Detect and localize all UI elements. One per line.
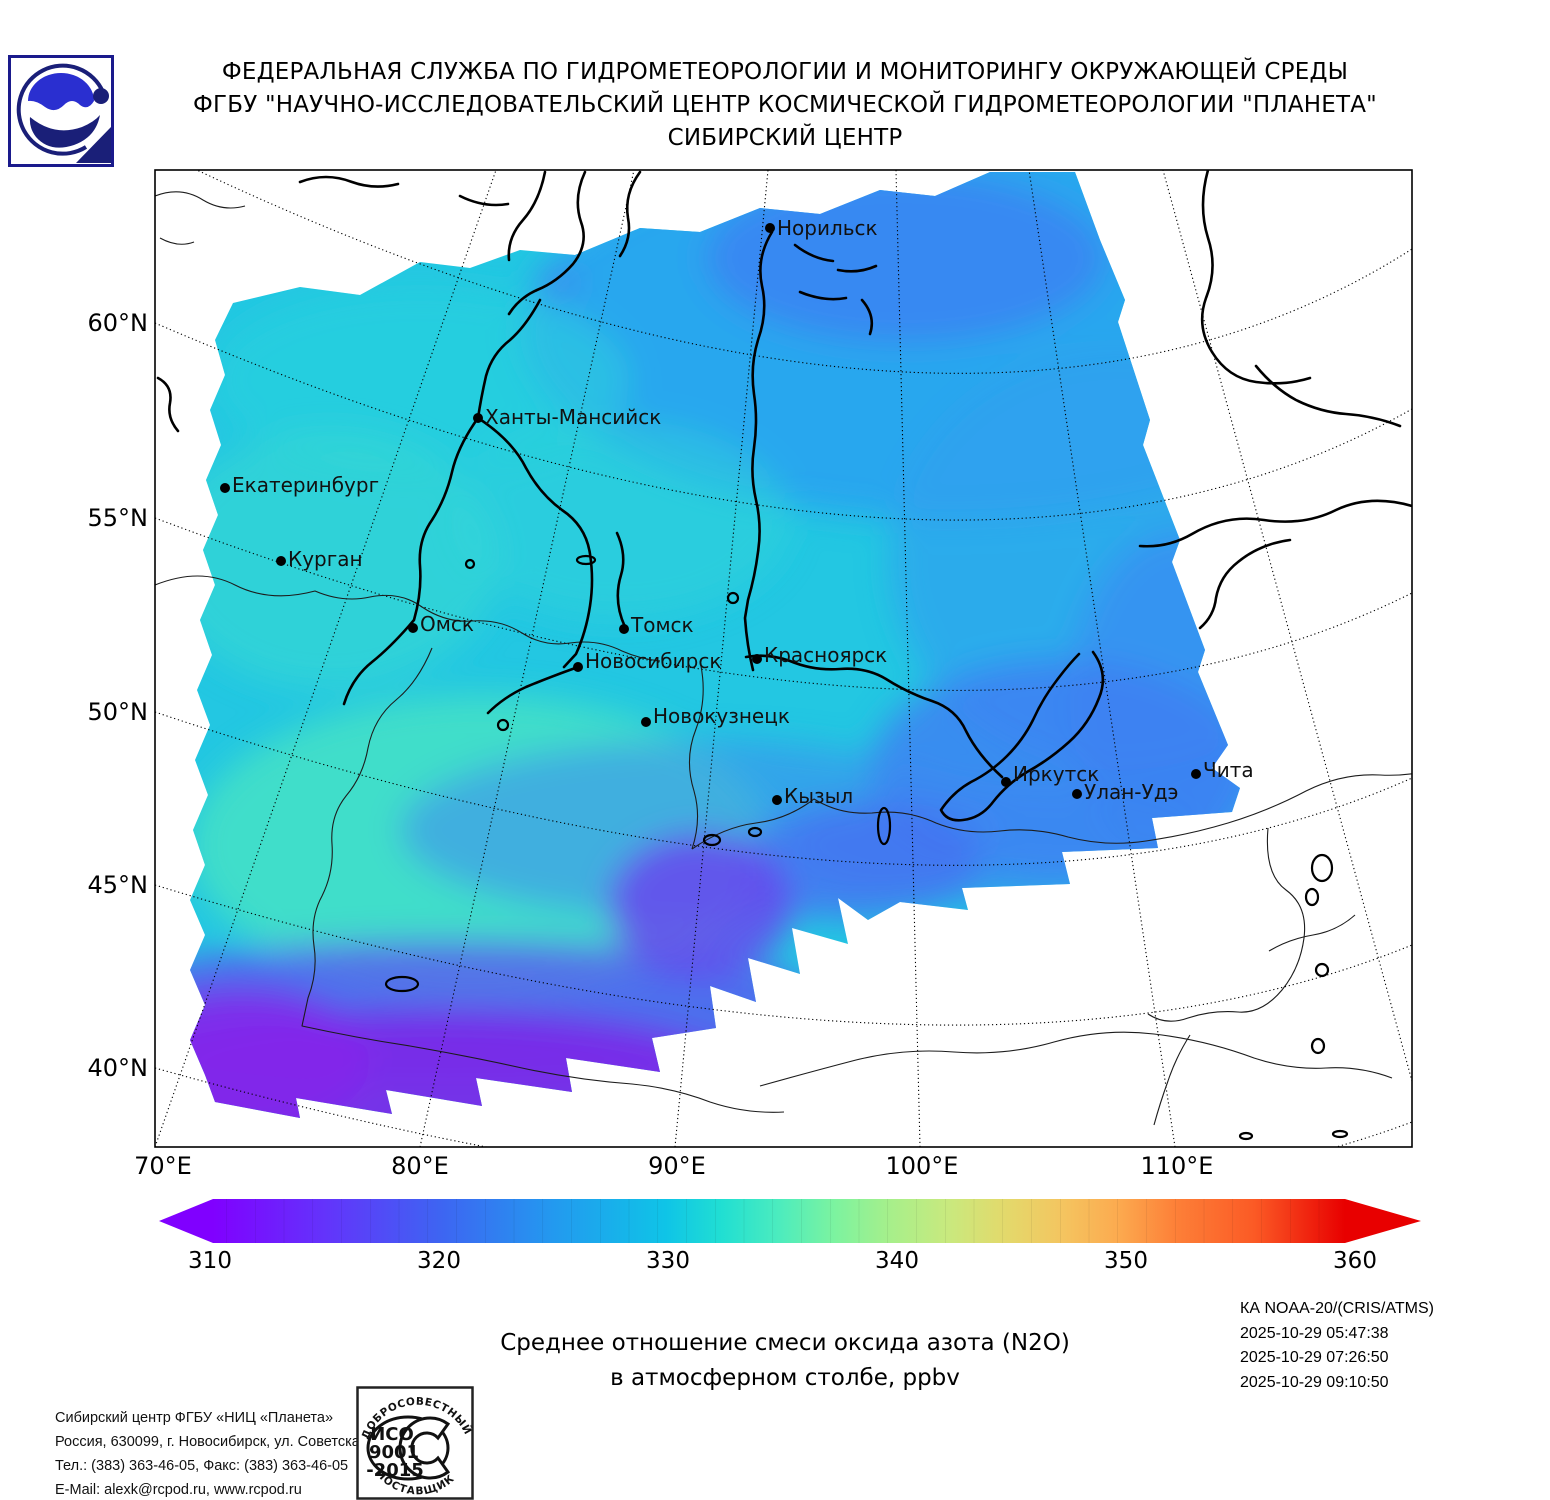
small-lakes (384, 554, 1349, 1141)
header-line2: ФГБУ "НАУЧНО-ИССЛЕДОВАТЕЛЬСКИЙ ЦЕНТР КОС… (193, 92, 1377, 118)
satellite-dot-icon (93, 88, 109, 104)
cb-tick-310: 310 (188, 1248, 232, 1274)
caption-line1: Среднее отношение смеси оксида азота (N2… (500, 1330, 1070, 1356)
city-dot (1072, 789, 1082, 799)
city-markers: Норильск Ханты-Мансийск Екатеринбург Кур… (220, 216, 1254, 808)
city-label: Томск (630, 613, 694, 637)
colorbar-segments (213, 1199, 1345, 1243)
n2o-map: Норильск Ханты-Мансийск Екатеринбург Кур… (154, 169, 1413, 1148)
earth-blob-icon (28, 73, 94, 111)
iso-line3: -2015 (366, 1460, 424, 1481)
satellite-pass-2: 2025-10-29 07:26:50 (1240, 1349, 1389, 1366)
city-dot (276, 556, 286, 566)
city-label: Чита (1203, 758, 1254, 782)
footer-phone: Тел.: (383) 363-46-05, Факс: (383) 363-4… (55, 1458, 349, 1474)
satellite-pass-3: 2025-10-29 09:10:50 (1240, 1373, 1389, 1391)
iso-ellipse (366, 1415, 450, 1481)
city-dot (408, 623, 418, 633)
graticule (155, 170, 1412, 1147)
colorbar-left-arrow (159, 1199, 213, 1243)
city-label: Норильск (777, 216, 878, 240)
city-dot (772, 795, 782, 805)
city-label: Кызыл (784, 784, 853, 808)
lake-baikal (939, 650, 1105, 822)
city-dot (220, 483, 230, 493)
rivers (156, 170, 1412, 822)
city-label: Красноярск (764, 643, 887, 667)
cb-tick-340: 340 (875, 1248, 919, 1274)
city-dot (752, 654, 762, 664)
city-dot (641, 717, 651, 727)
city-dot (573, 662, 583, 672)
cb-tick-350: 350 (1104, 1248, 1148, 1274)
satellite-platform: КА NOAA-20/(CRIS/ATMS) (1240, 1300, 1434, 1317)
footer-org: Сибирский центр ФГБУ «НИЦ «Планета» (55, 1410, 334, 1426)
iso-line1: ИСО (370, 1424, 414, 1445)
city-dot (473, 413, 483, 423)
colorbar (159, 1199, 1421, 1243)
city-label: Улан-Удэ (1084, 780, 1179, 804)
city-label: Курган (288, 547, 363, 571)
lat-label-50n: 50°N (87, 698, 149, 726)
lat-label-45n: 45°N (87, 871, 149, 899)
orbit-arc-icon (16, 63, 105, 156)
satellite-pass-1: 2025-10-29 05:47:38 (1240, 1324, 1389, 1342)
lon-label-80e: 80°E (391, 1152, 449, 1180)
planeta-logo (8, 55, 114, 167)
header-line1: ФЕДЕРАЛЬНАЯ СЛУЖБА ПО ГИДРОМЕТЕОРОЛОГИИ … (221, 59, 1349, 85)
corner-triangle-icon (76, 127, 111, 163)
city-dot (619, 624, 629, 634)
lat-label-40n: 40°N (87, 1054, 149, 1082)
lon-label-90e: 90°E (648, 1152, 706, 1180)
iso-badge: ИСО 9001 -2015 ДОБРОСОВЕСТНЫЙ ПОСТАВЩИК (356, 1386, 474, 1500)
iso-line2: 9001 (369, 1442, 419, 1463)
earth-shadow-icon (29, 115, 100, 148)
product-caption: Среднее отношение смеси оксида азота (N2… (160, 1326, 1410, 1396)
colorbar-right-arrow (1345, 1199, 1421, 1243)
cb-tick-360: 360 (1333, 1248, 1377, 1274)
header-line3: СИБИРСКИЙ ЦЕНТР (667, 125, 903, 151)
cb-tick-320: 320 (417, 1248, 461, 1274)
footer-contacts: Сибирский центр ФГБУ «НИЦ «Планета» Росс… (55, 1406, 392, 1500)
city-label: Новосибирск (585, 649, 721, 673)
city-dot (765, 223, 775, 233)
lat-label-60n: 60°N (87, 309, 149, 337)
country-borders (155, 191, 1412, 1126)
footer-address: Россия, 630099, г. Новосибирск, ул. Сове… (55, 1434, 392, 1450)
city-label: Екатеринбург (232, 473, 379, 497)
city-dot (1001, 777, 1011, 787)
city-label: Ханты-Мансийск (485, 405, 661, 429)
satellite-info: КА NOAA-20/(CRIS/ATMS) 2025-10-29 05:47:… (1240, 1297, 1434, 1395)
city-label: Иркутск (1013, 762, 1099, 786)
city-label: Омск (420, 612, 474, 636)
cb-tick-330: 330 (646, 1248, 690, 1274)
iso-c-mark (398, 1416, 451, 1480)
map-frame (154, 169, 1413, 1148)
lon-label-100e: 100°E (885, 1152, 959, 1180)
caption-line2: в атмосферном столбе, ppbv (610, 1365, 960, 1391)
footer-email: E-Mail: alexk@rcpod.ru, www.rcpod.ru (55, 1482, 302, 1498)
lat-label-55n: 55°N (87, 504, 149, 532)
lon-label-110e: 110°E (1140, 1152, 1214, 1180)
header-title: ФЕДЕРАЛЬНАЯ СЛУЖБА ПО ГИДРОМЕТЕОРОЛОГИИ … (120, 56, 1450, 155)
city-label: Новокузнецк (653, 704, 790, 728)
city-dot (1191, 769, 1201, 779)
lon-label-70e: 70°E (134, 1152, 192, 1180)
